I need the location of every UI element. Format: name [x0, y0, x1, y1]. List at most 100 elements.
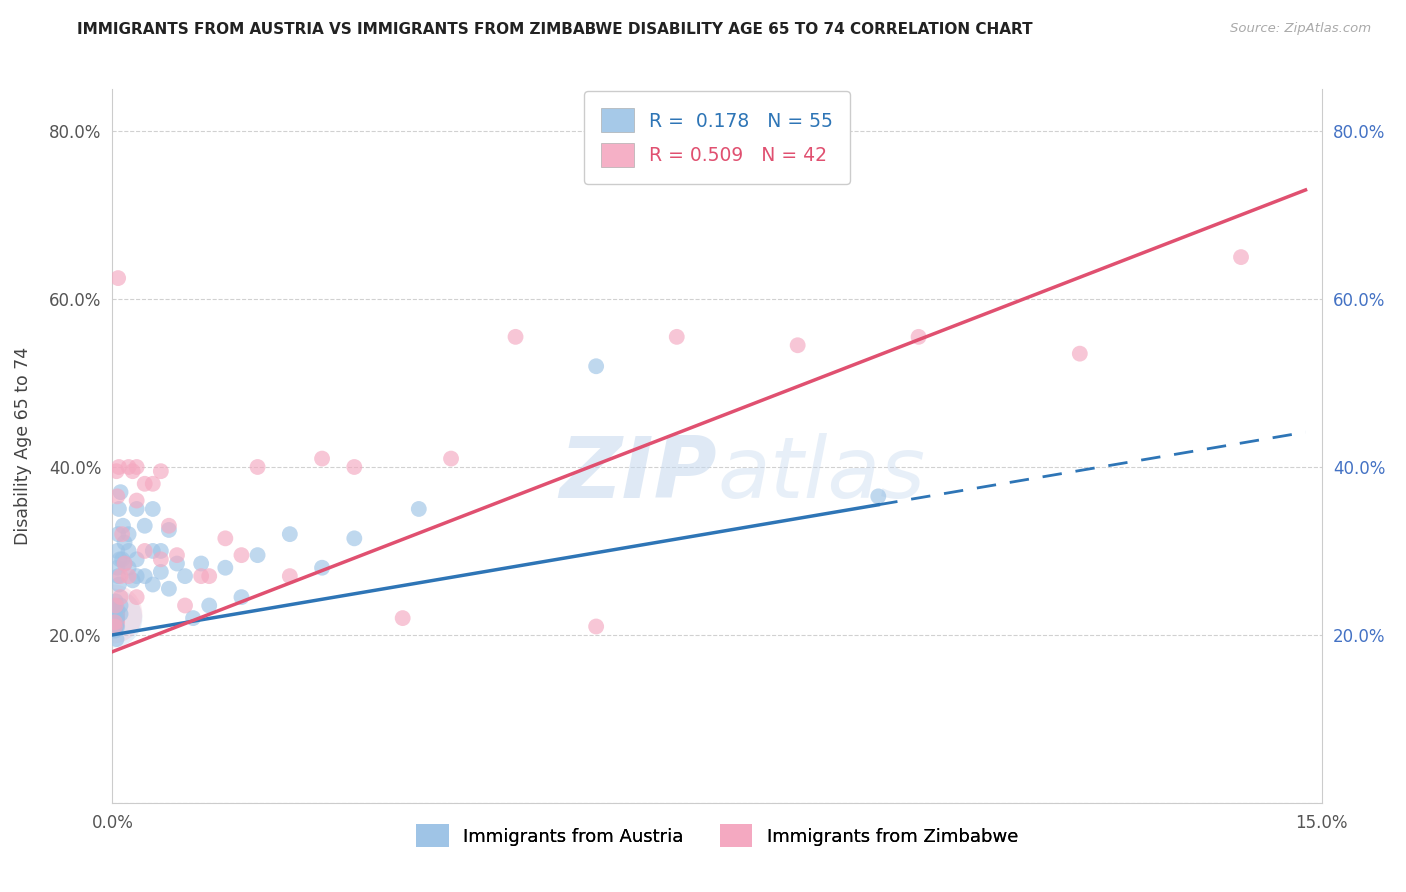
Point: [166, 557, 188, 571]
Point: [231, 590, 253, 604]
Point: [1069, 346, 1091, 360]
Point: [105, 632, 128, 646]
Point: [134, 518, 156, 533]
Point: [104, 611, 127, 625]
Point: [101, 611, 124, 625]
Point: [117, 569, 139, 583]
Point: [104, 599, 127, 613]
Point: [104, 619, 127, 633]
Point: [104, 615, 127, 630]
Point: [149, 464, 172, 478]
Point: [125, 460, 148, 475]
Text: Source: ZipAtlas.com: Source: ZipAtlas.com: [1230, 22, 1371, 36]
Point: [174, 569, 197, 583]
Point: [190, 569, 212, 583]
Point: [142, 544, 165, 558]
Point: [108, 502, 131, 516]
Point: [103, 615, 125, 630]
Point: [108, 460, 131, 475]
Point: [149, 552, 172, 566]
Point: [198, 569, 221, 583]
Point: [108, 577, 131, 591]
Point: [103, 607, 125, 621]
Point: [174, 599, 197, 613]
Point: [157, 582, 180, 596]
Point: [110, 569, 132, 583]
Point: [117, 544, 139, 558]
Point: [110, 590, 132, 604]
Point: [505, 330, 527, 344]
Point: [103, 603, 125, 617]
Point: [214, 560, 236, 574]
Point: [110, 599, 132, 613]
Point: [786, 338, 808, 352]
Point: [190, 557, 212, 571]
Point: [103, 611, 125, 625]
Point: [110, 607, 132, 621]
Point: [214, 532, 236, 546]
Point: [125, 590, 148, 604]
Point: [440, 451, 463, 466]
Point: [1230, 250, 1253, 264]
Point: [142, 502, 165, 516]
Point: [311, 451, 333, 466]
Point: [104, 603, 127, 617]
Point: [181, 611, 204, 625]
Point: [585, 359, 607, 374]
Point: [125, 552, 148, 566]
Point: [585, 619, 607, 633]
Point: [103, 611, 125, 625]
Point: [125, 502, 148, 516]
Point: [149, 565, 172, 579]
Text: IMMIGRANTS FROM AUSTRIA VS IMMIGRANTS FROM ZIMBABWE DISABILITY AGE 65 TO 74 CORR: IMMIGRANTS FROM AUSTRIA VS IMMIGRANTS FR…: [77, 22, 1033, 37]
Point: [108, 552, 131, 566]
Point: [278, 527, 301, 541]
Point: [149, 544, 172, 558]
Point: [157, 518, 180, 533]
Point: [104, 619, 127, 633]
Point: [104, 599, 127, 613]
Point: [103, 607, 125, 621]
Point: [111, 518, 134, 533]
Point: [907, 330, 929, 344]
Point: [157, 523, 180, 537]
Point: [105, 489, 128, 503]
Point: [107, 527, 129, 541]
Point: [101, 607, 124, 621]
Point: [103, 619, 125, 633]
Point: [125, 493, 148, 508]
Point: [278, 569, 301, 583]
Text: ZIP: ZIP: [560, 433, 717, 516]
Point: [142, 577, 165, 591]
Point: [105, 611, 128, 625]
Text: atlas: atlas: [717, 433, 925, 516]
Point: [121, 574, 143, 588]
Point: [134, 544, 156, 558]
Point: [103, 607, 125, 621]
Point: [103, 615, 125, 630]
Legend: Immigrants from Austria, Immigrants from Zimbabwe: Immigrants from Austria, Immigrants from…: [409, 817, 1025, 855]
Point: [114, 535, 136, 549]
Point: [117, 560, 139, 574]
Point: [105, 560, 128, 574]
Point: [105, 544, 128, 558]
Point: [134, 569, 156, 583]
Point: [107, 569, 129, 583]
Point: [114, 557, 136, 571]
Point: [125, 569, 148, 583]
Point: [111, 552, 134, 566]
Point: [343, 460, 366, 475]
Point: [104, 607, 127, 621]
Point: [111, 527, 134, 541]
Point: [114, 557, 136, 571]
Point: [121, 464, 143, 478]
Point: [231, 548, 253, 562]
Point: [246, 548, 269, 562]
Point: [665, 330, 688, 344]
Point: [166, 548, 188, 562]
Point: [117, 460, 139, 475]
Point: [391, 611, 413, 625]
Point: [198, 599, 221, 613]
Point: [104, 594, 127, 608]
Point: [105, 619, 128, 633]
